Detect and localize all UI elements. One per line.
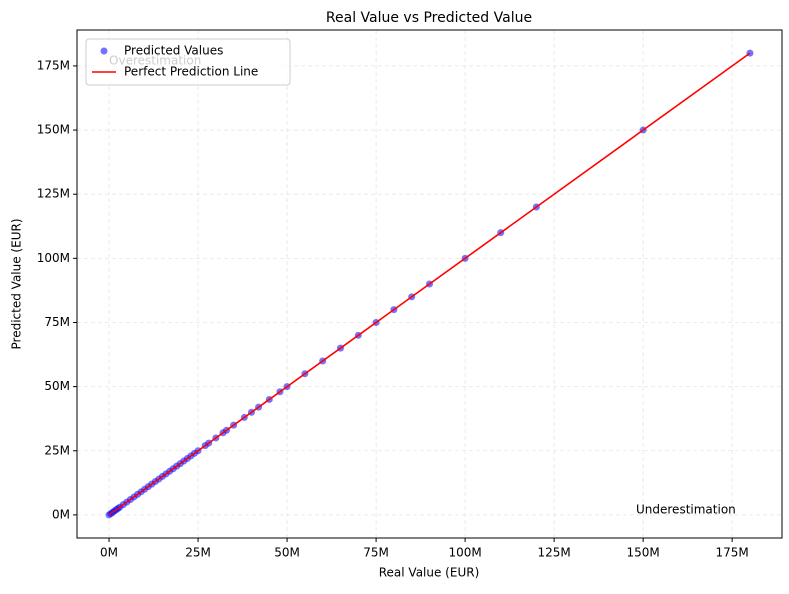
annotation: Underestimation xyxy=(636,502,736,516)
y-tick-label: 100M xyxy=(37,251,70,265)
legend-label: Perfect Prediction Line xyxy=(124,65,258,79)
legend-marker xyxy=(100,47,108,55)
y-tick-label: 150M xyxy=(37,123,70,137)
y-tick-label: 125M xyxy=(37,187,70,201)
chart-title: Real Value vs Predicted Value xyxy=(326,10,532,26)
y-tick-label: 0M xyxy=(52,507,70,521)
y-tick-label: 175M xyxy=(37,58,70,72)
legend-label: Predicted Values xyxy=(124,44,223,58)
y-tick-label: 25M xyxy=(44,443,70,457)
y-axis-label: Predicted Value (EUR) xyxy=(10,219,24,350)
y-tick-label: 50M xyxy=(44,379,70,393)
line xyxy=(108,52,751,516)
x-tick-label: 125M xyxy=(537,546,570,560)
x-tick-label: 25M xyxy=(185,546,211,560)
x-tick-label: 100M xyxy=(448,546,481,560)
x-axis-label: Real Value (EUR) xyxy=(379,566,480,580)
y-tick-label: 75M xyxy=(44,315,70,329)
x-tick-label: 150M xyxy=(627,546,660,560)
x-tick-label: 50M xyxy=(274,546,300,560)
plot-frame xyxy=(76,29,783,539)
x-tick-label: 75M xyxy=(363,546,389,560)
x-tick-label: 175M xyxy=(716,546,749,560)
legend-box xyxy=(85,38,291,86)
x-tick-label: 0M xyxy=(100,546,118,560)
